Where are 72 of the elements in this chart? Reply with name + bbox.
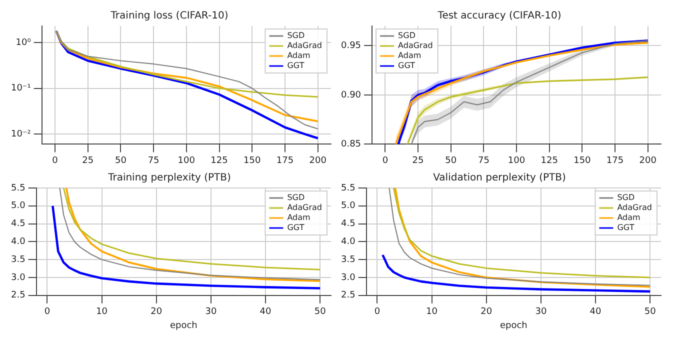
legend-label: AdaGrad — [398, 41, 433, 50]
y-tick-label: 4.0 — [340, 237, 356, 248]
x-tick-label: 25 — [412, 156, 424, 166]
legend-label: SGD — [287, 193, 305, 202]
x-tick-label: 10 — [96, 307, 108, 318]
x-tick-label: 150 — [244, 156, 261, 166]
x-tick-label: 40 — [260, 307, 272, 318]
y-tick-label: 3.5 — [340, 254, 356, 265]
x-tick-label: 200 — [639, 156, 657, 166]
y-tick-label: 2.5 — [10, 290, 26, 301]
y-tick-label: 5.5 — [10, 183, 26, 194]
legend-label: Adam — [287, 51, 311, 60]
legend-label: Adam — [617, 213, 641, 222]
y-tick-label: 5.5 — [340, 183, 356, 194]
y-tick-label: 10⁰ — [16, 38, 32, 48]
x-tick-label: 50 — [644, 307, 656, 318]
x-tick-label: 10 — [426, 307, 438, 318]
x-tick-label: 100 — [178, 156, 196, 166]
x-tick-label: 150 — [574, 156, 592, 166]
y-tick-label: 3.5 — [10, 254, 26, 265]
y-tick-label: 0.85 — [340, 140, 362, 150]
x-tick-label: 75 — [148, 156, 160, 166]
x-tick-label: 0 — [374, 307, 380, 318]
x-tick-label: 50 — [445, 156, 457, 166]
legend-label: AdaGrad — [287, 203, 322, 212]
chart-title: Training loss (CIFAR-10) — [110, 10, 228, 22]
y-tick-label: 4.0 — [10, 237, 26, 248]
legend-label: GGT — [287, 61, 304, 70]
x-tick-label: 20 — [150, 307, 162, 318]
x-tick-label: 125 — [540, 156, 558, 166]
legend-label: GGT — [398, 61, 416, 70]
x-tick-label: 25 — [82, 156, 94, 166]
chart-title: Training perplexity (PTB) — [107, 172, 232, 184]
y-tick-label: 10⁻¹ — [11, 84, 32, 94]
y-tick-label: 5.0 — [10, 201, 26, 212]
y-tick-label: 2.5 — [340, 290, 356, 301]
x-tick-label: 30 — [205, 307, 217, 318]
x-tick-label: 125 — [210, 156, 228, 166]
x-tick-label: 0 — [52, 156, 58, 166]
legend-label: SGD — [617, 193, 635, 202]
x-tick-label: 50 — [314, 307, 326, 318]
x-tick-label: 50 — [114, 156, 127, 166]
y-tick-label: 10⁻² — [11, 129, 32, 140]
legend-label: AdaGrad — [617, 203, 652, 212]
x-tick-label: 0 — [382, 156, 388, 166]
y-tick-label: 5.0 — [340, 201, 356, 212]
x-tick-label: 200 — [309, 156, 327, 166]
x-axis-title: epoch — [170, 320, 198, 331]
legend-label: SGD — [398, 31, 416, 40]
chart-title: Test accuracy (CIFAR-10) — [436, 10, 562, 22]
y-tick-label: 0.95 — [340, 41, 362, 52]
y-tick-label: 4.5 — [10, 219, 26, 230]
legend-label: SGD — [287, 31, 305, 40]
y-tick-label: 3.0 — [10, 272, 26, 283]
legend-label: GGT — [617, 223, 634, 232]
y-tick-label: 4.5 — [340, 219, 356, 230]
legend-label: GGT — [287, 223, 304, 232]
x-tick-label: 100 — [508, 156, 526, 166]
x-axis-title: epoch — [500, 320, 528, 331]
x-tick-label: 20 — [480, 307, 492, 318]
legend-label: AdaGrad — [287, 41, 322, 50]
x-tick-label: 175 — [606, 156, 624, 166]
x-tick-label: 75 — [478, 156, 490, 166]
legend-label: Adam — [287, 213, 311, 222]
y-tick-label: 0.90 — [340, 90, 362, 100]
x-tick-label: 40 — [590, 307, 602, 318]
y-tick-label: 3.0 — [340, 272, 356, 283]
x-tick-label: 175 — [276, 156, 294, 166]
x-tick-label: 0 — [44, 307, 50, 318]
legend-label: Adam — [398, 51, 422, 60]
x-tick-label: 30 — [535, 307, 547, 318]
chart-title: Validation perplexity (PTB) — [433, 172, 566, 184]
